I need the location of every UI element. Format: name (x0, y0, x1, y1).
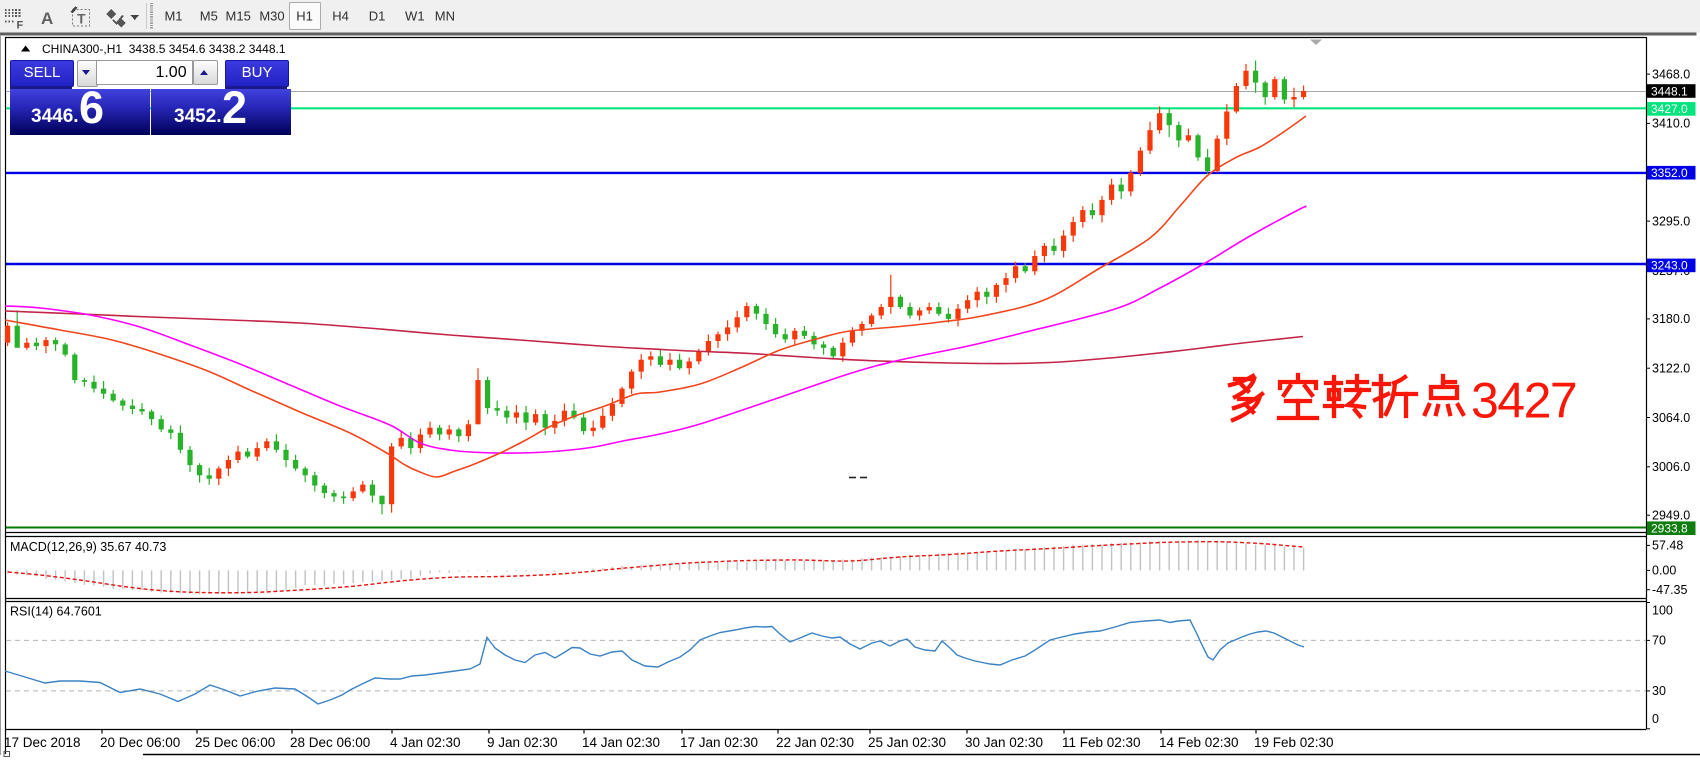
svg-text:19 Feb 02:30: 19 Feb 02:30 (1254, 735, 1334, 750)
svg-text:M15: M15 (226, 9, 251, 24)
svg-text:14 Jan 02:30: 14 Jan 02:30 (582, 735, 660, 750)
svg-text:RSI(14) 64.7601: RSI(14) 64.7601 (10, 605, 102, 619)
svg-text:0: 0 (1652, 712, 1659, 726)
svg-text:3064.0: 3064.0 (1652, 411, 1690, 425)
svg-text:F: F (17, 20, 24, 32)
svg-text:H4: H4 (332, 9, 349, 24)
svg-text:3352.0: 3352.0 (1651, 166, 1688, 180)
svg-text:9 Jan 02:30: 9 Jan 02:30 (487, 735, 558, 750)
svg-text:3295.0: 3295.0 (1652, 214, 1690, 228)
svg-text:57.48: 57.48 (1652, 539, 1683, 553)
svg-text:3427.0: 3427.0 (1651, 102, 1688, 116)
svg-text:3468.0: 3468.0 (1652, 67, 1690, 81)
svg-text:25 Dec 06:00: 25 Dec 06:00 (195, 735, 275, 750)
svg-text:25 Jan 02:30: 25 Jan 02:30 (868, 735, 946, 750)
svg-text:H1: H1 (296, 9, 313, 24)
svg-text:30 Jan 02:30: 30 Jan 02:30 (965, 735, 1043, 750)
svg-text:28 Dec 06:00: 28 Dec 06:00 (290, 735, 370, 750)
svg-text:A: A (41, 9, 53, 28)
svg-text:11 Feb 02:30: 11 Feb 02:30 (1062, 735, 1141, 750)
svg-text:20 Dec 06:00: 20 Dec 06:00 (100, 735, 180, 750)
svg-text:3448.1: 3448.1 (1651, 84, 1688, 98)
svg-text:0.00: 0.00 (1652, 564, 1676, 578)
svg-text:3006.0: 3006.0 (1652, 460, 1690, 474)
svg-text:22 Jan 02:30: 22 Jan 02:30 (776, 735, 854, 750)
svg-text:70: 70 (1652, 634, 1666, 648)
svg-text:3180.0: 3180.0 (1652, 312, 1690, 326)
svg-text:17 Dec 2018: 17 Dec 2018 (4, 735, 81, 750)
svg-text:M1: M1 (164, 9, 182, 24)
svg-text:M5: M5 (200, 9, 218, 24)
svg-text:2933.8: 2933.8 (1651, 522, 1688, 536)
svg-text:CHINA300-,H1 3438.5 3454.6 34: CHINA300-,H1 3438.5 3454.6 3438.2 3448.1 (42, 42, 286, 56)
svg-text:MACD(12,26,9) 35.67 40.73: MACD(12,26,9) 35.67 40.73 (10, 540, 166, 554)
svg-text:17 Jan 02:30: 17 Jan 02:30 (680, 735, 758, 750)
svg-text:W1: W1 (405, 9, 425, 24)
svg-text:14 Feb 02:30: 14 Feb 02:30 (1159, 735, 1239, 750)
svg-text:T: T (77, 11, 86, 27)
svg-text:2949.0: 2949.0 (1652, 509, 1690, 523)
svg-text:M30: M30 (259, 9, 284, 24)
svg-text:3243.0: 3243.0 (1651, 259, 1688, 273)
svg-text:4 Jan 02:30: 4 Jan 02:30 (390, 735, 461, 750)
svg-text:3410.0: 3410.0 (1652, 117, 1690, 131)
svg-text:MN: MN (435, 9, 455, 24)
svg-text:100: 100 (1652, 603, 1673, 617)
svg-text:3427: 3427 (1471, 373, 1576, 429)
svg-text:3122.0: 3122.0 (1652, 362, 1690, 376)
svg-text:30: 30 (1652, 684, 1666, 698)
svg-text:-47.35: -47.35 (1652, 583, 1687, 597)
svg-text:D1: D1 (369, 9, 386, 24)
